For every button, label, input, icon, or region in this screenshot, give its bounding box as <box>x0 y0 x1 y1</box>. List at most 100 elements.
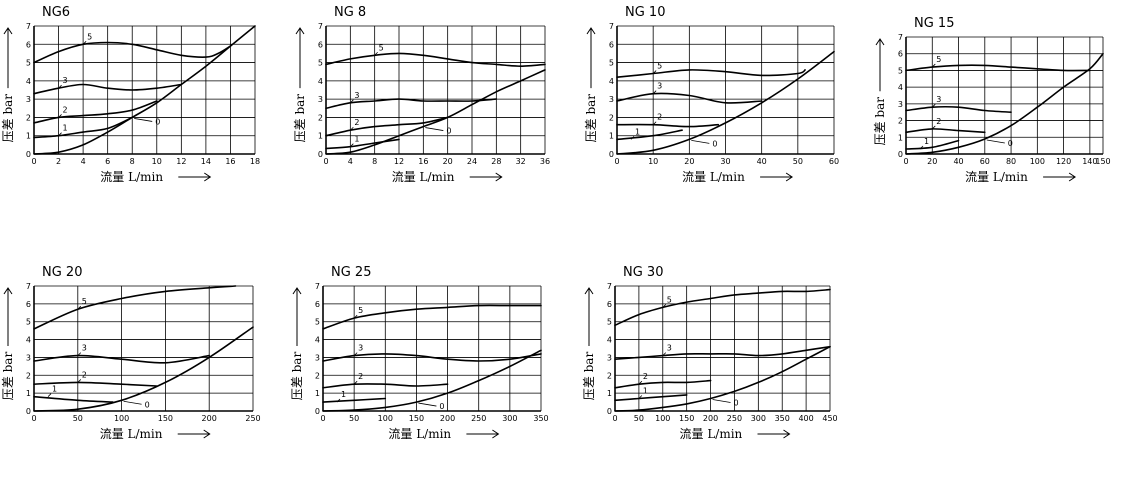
y-axis-arrow-icon <box>584 287 594 346</box>
y-tick-label: 2 <box>607 371 612 380</box>
series-line-1 <box>322 397 387 403</box>
y-tick-label: 7 <box>609 22 614 31</box>
x-axis-label: 流量 L/min <box>100 427 163 441</box>
series-label-leader <box>58 132 62 136</box>
x-tick-label: 200 <box>703 414 718 423</box>
series-label-5: 5 <box>82 297 87 306</box>
x-tick-label: 16 <box>225 157 235 166</box>
series-line-5 <box>616 69 806 78</box>
series-label-leader <box>353 352 358 356</box>
x-tick-label: 0 <box>903 157 908 166</box>
y-axis-label: 压差 bar <box>290 352 304 401</box>
x-tick-label: 400 <box>798 414 813 423</box>
x-tick-label: 250 <box>471 414 486 423</box>
series-line-2 <box>322 383 449 389</box>
x-tick-label: 16 <box>418 157 428 166</box>
y-axis-label: 压差 bar <box>584 94 598 143</box>
series-line-1 <box>33 116 133 139</box>
series-label-1: 1 <box>52 385 57 394</box>
y-tick-label: 5 <box>898 66 903 75</box>
series-label-5: 5 <box>379 43 384 52</box>
y-tick-label: 4 <box>315 336 320 345</box>
y-tick-label: 1 <box>607 389 612 398</box>
y-tick-label: 3 <box>609 95 614 104</box>
y-tick-label: 7 <box>898 33 903 42</box>
x-axis-label: 流量 L/min <box>388 427 451 441</box>
series-label-1: 1 <box>635 127 640 136</box>
series-label-leader <box>123 400 142 405</box>
y-tick-label: 2 <box>26 371 31 380</box>
series-label-0: 0 <box>734 399 739 408</box>
x-tick-label: 20 <box>684 157 694 166</box>
x-tick-label: 150 <box>679 414 694 423</box>
y-tick-label: 6 <box>898 50 903 59</box>
series-label-leader <box>931 63 936 68</box>
y-tick-label: 7 <box>315 282 320 291</box>
x-tick-label: 30 <box>720 157 730 166</box>
series-label-leader <box>77 305 82 310</box>
series-label-leader <box>77 352 82 356</box>
x-tick-label: 20 <box>927 157 937 166</box>
x-tick-label: 0 <box>320 414 325 423</box>
y-tick-label: 4 <box>26 336 31 345</box>
series-label-5: 5 <box>87 32 92 41</box>
series-line-0 <box>616 50 835 155</box>
series-label-leader <box>425 127 444 131</box>
series-label-0: 0 <box>155 117 160 126</box>
series-label-leader <box>350 143 354 147</box>
series-line-5 <box>905 64 1091 72</box>
series-line-3 <box>616 92 763 104</box>
x-tick-label: 200 <box>202 414 217 423</box>
series-line-1 <box>614 394 688 402</box>
y-tick-label: 4 <box>609 77 614 86</box>
y-axis-arrow-icon <box>295 27 305 89</box>
chart-title: NG 20 <box>42 265 82 280</box>
series-label-leader <box>662 304 667 308</box>
series-label-leader <box>350 99 354 104</box>
y-tick-label: 7 <box>318 22 323 31</box>
series-label-leader <box>712 399 731 403</box>
series-line-0 <box>322 349 542 412</box>
x-axis-arrow-icon <box>1043 172 1077 182</box>
y-tick-label: 1 <box>315 389 320 398</box>
y-tick-label: 5 <box>318 59 323 68</box>
y-tick-label: 5 <box>26 318 31 327</box>
y-tick-label: 7 <box>26 282 31 291</box>
series-label-leader <box>350 126 354 131</box>
series-label-leader <box>919 145 924 150</box>
series-label-5: 5 <box>936 55 941 64</box>
series-label-2: 2 <box>82 370 87 379</box>
series-label-0: 0 <box>145 400 150 409</box>
series-line-0 <box>905 52 1104 155</box>
y-tick-label: 0 <box>898 150 903 159</box>
y-axis-label: 压差 bar <box>1 94 15 143</box>
series-label-leader <box>418 402 437 407</box>
series-line-3 <box>33 354 210 364</box>
y-tick-label: 7 <box>607 282 612 291</box>
x-tick-label: 140 <box>1082 157 1097 166</box>
series-line-3 <box>325 98 498 110</box>
y-tick-label: 1 <box>26 132 31 141</box>
x-tick-label: 350 <box>533 414 548 423</box>
series-label-3: 3 <box>358 344 363 353</box>
chart-title: NG 10 <box>625 5 665 20</box>
series-line-3 <box>614 345 831 360</box>
series-label-leader <box>77 379 82 383</box>
series-line-1 <box>325 138 400 150</box>
series-line-0 <box>325 69 546 155</box>
chart-title: NG 8 <box>334 5 366 20</box>
x-tick-label: 450 <box>822 414 837 423</box>
y-tick-label: 1 <box>898 133 903 142</box>
series-label-1: 1 <box>341 390 346 399</box>
y-tick-label: 5 <box>26 59 31 68</box>
y-tick-label: 6 <box>609 40 614 49</box>
x-tick-label: 32 <box>516 157 526 166</box>
series-line-5 <box>325 52 546 67</box>
y-tick-label: 0 <box>607 407 612 416</box>
x-tick-label: 200 <box>440 414 455 423</box>
x-tick-label: 10 <box>152 157 162 166</box>
x-tick-label: 0 <box>31 157 36 166</box>
